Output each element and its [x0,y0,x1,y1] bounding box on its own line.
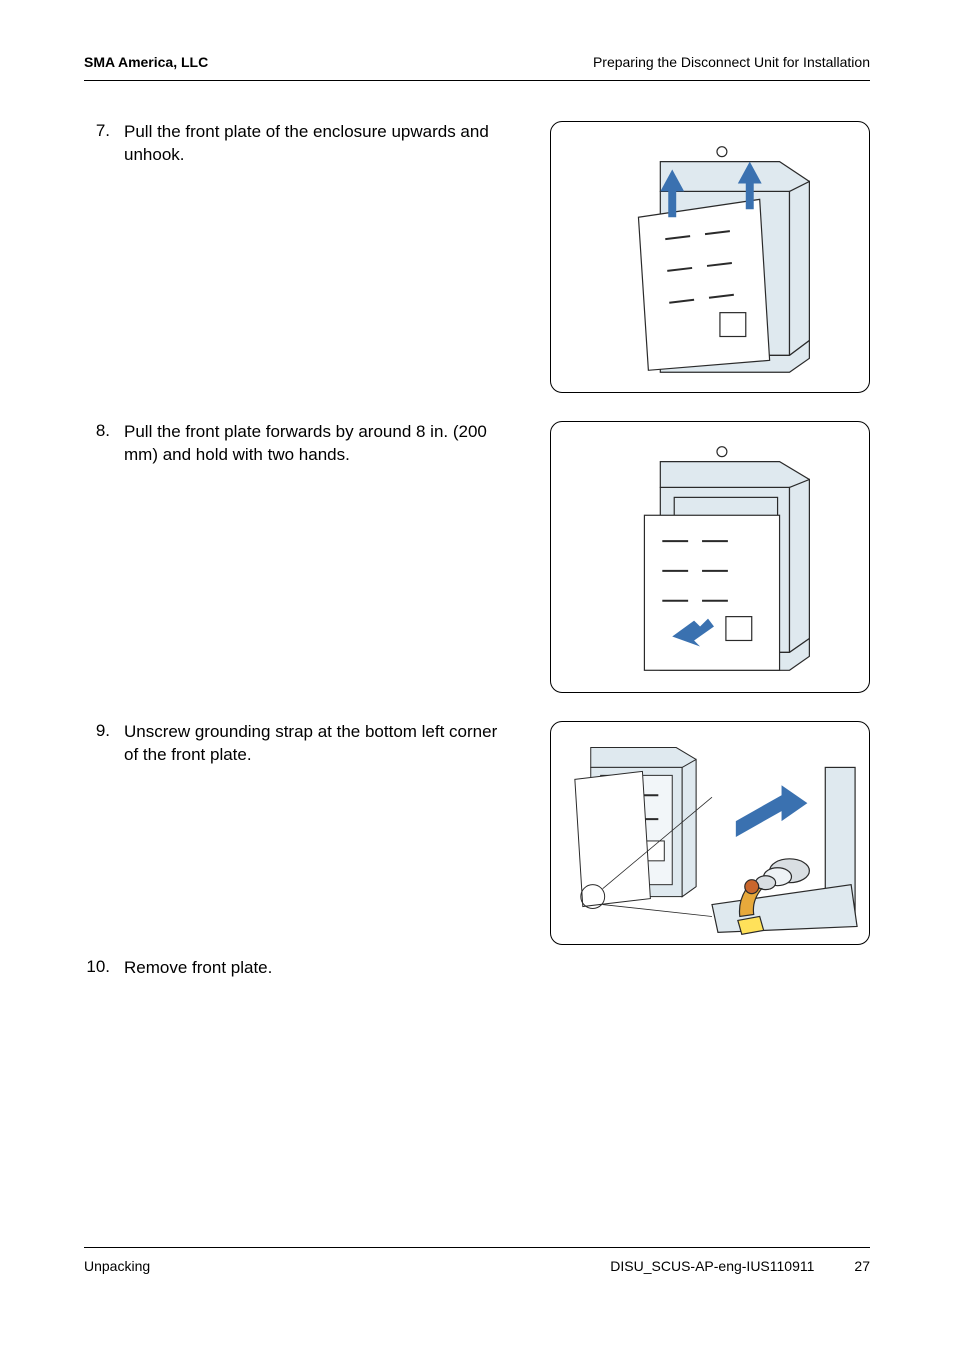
page-footer: Unpacking DISU_SCUS-AP-eng-IUS110911 27 [84,1247,870,1274]
step-figure [550,121,870,393]
footer-doc-id: DISU_SCUS-AP-eng-IUS110911 [610,1258,814,1274]
figure-grounding-strap [550,721,870,945]
page-header: SMA America, LLC Preparing the Disconnec… [84,54,870,81]
step-text: Remove front plate. [124,957,504,980]
step-figure [550,721,870,945]
step-7: 7. Pull the front plate of the enclosure… [84,121,870,393]
header-company: SMA America, LLC [84,54,208,70]
enclosure-lift-icon [551,121,869,393]
step-text: Unscrew grounding strap at the bottom le… [124,721,504,767]
step-number: 9. [84,721,124,741]
step-9: 9. Unscrew grounding strap at the bottom… [84,721,870,945]
figure-enclosure-lift [550,121,870,393]
footer-section: Unpacking [84,1258,150,1274]
grounding-strap-icon [551,721,869,945]
step-8: 8. Pull the front plate forwards by arou… [84,421,870,693]
step-number: 10. [84,957,124,977]
footer-page-number: 27 [854,1258,870,1274]
step-text: Pull the front plate forwards by around … [124,421,504,467]
step-text: Pull the front plate of the enclosure up… [124,121,504,167]
figure-enclosure-pull [550,421,870,693]
instruction-body: 7. Pull the front plate of the enclosure… [84,121,870,980]
enclosure-pull-icon [551,421,869,693]
header-section: Preparing the Disconnect Unit for Instal… [593,54,870,70]
step-10: 10. Remove front plate. [84,957,870,980]
step-number: 7. [84,121,124,141]
step-figure [550,421,870,693]
step-number: 8. [84,421,124,441]
